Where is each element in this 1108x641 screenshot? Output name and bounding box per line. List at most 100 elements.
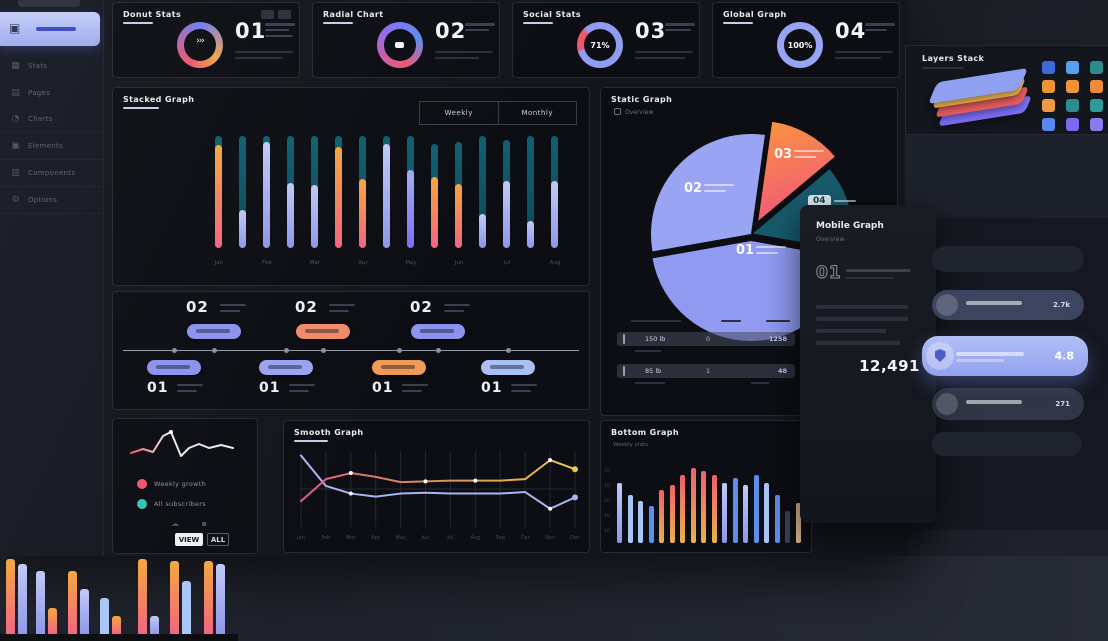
timeline-axis <box>123 350 579 351</box>
icon-grid <box>1042 61 1108 134</box>
timeline-pill[interactable] <box>481 360 535 375</box>
kpi-card-4: Global Graph 100% 04 <box>712 2 900 78</box>
legend-card: Weekly growth All subscribers ☁ ▪ VIEW A… <box>112 418 258 554</box>
chart-subtitle: Weekly stats <box>613 442 649 448</box>
components-icon: ▥ <box>11 168 20 178</box>
mini-bar <box>732 478 738 543</box>
milestone-text-line <box>220 304 246 306</box>
panel-big-value: 12,491 <box>859 357 920 375</box>
kpi-card-3: Social Stats 71% 03 <box>512 2 700 78</box>
timeline-pill[interactable] <box>296 324 350 339</box>
donut-chart <box>377 22 423 68</box>
milestone-text-line <box>220 310 240 312</box>
slider-handle[interactable] <box>623 366 625 376</box>
milestone-text-line <box>444 304 470 306</box>
pill-item[interactable] <box>932 432 1082 456</box>
kpi-number: 02 <box>435 19 467 43</box>
stacked-bar-fill <box>335 147 342 248</box>
grouped-bar <box>36 571 45 634</box>
legend-item: All subscribers <box>137 499 206 509</box>
stacked-bar <box>479 136 486 248</box>
stacked-bar-fill <box>311 185 318 248</box>
pill-item-selected[interactable]: 4.8 <box>922 336 1088 376</box>
x-axis-label: May <box>395 535 406 541</box>
layer-stack-illustration <box>927 67 1042 134</box>
view-all-button-suffix[interactable]: ALL <box>207 533 229 546</box>
pie-slice-02[interactable] <box>651 134 765 252</box>
timeline-milestone-number: 01 <box>372 380 394 396</box>
stacked-bar-fill <box>479 214 486 248</box>
chevrons-icon: ››› <box>196 36 205 46</box>
timeline-pill[interactable] <box>259 360 313 375</box>
x-axis-label: Apr <box>358 260 368 266</box>
sidebar-item-components[interactable]: ▥ Components <box>0 160 104 187</box>
timeline-pill[interactable] <box>411 324 465 339</box>
timeline-pill[interactable] <box>147 360 201 375</box>
mini-bar <box>659 490 664 543</box>
toggle-monthly-button[interactable]: Monthly <box>497 102 577 124</box>
grid-dot-icon <box>1042 99 1055 112</box>
pill-item[interactable]: 271 <box>932 388 1084 420</box>
sidebar-item-charts[interactable]: ◔ Charts <box>0 106 104 133</box>
overview-icon <box>614 108 621 115</box>
slider-row-1[interactable]: 150 lb 0 1258 <box>617 332 795 346</box>
panel-title: Mobile Graph <box>816 221 884 231</box>
chart-subtitle: Overview <box>625 109 654 116</box>
milestone-text-line <box>329 304 355 306</box>
mini-bar <box>722 483 727 543</box>
mini-chip-icon[interactable] <box>278 10 291 19</box>
timeline-dot <box>436 348 441 353</box>
slider-left-value: 150 lb <box>645 335 666 343</box>
pie-slice-03[interactable] <box>758 121 835 221</box>
grouped-bar <box>80 589 89 634</box>
grid-dot-icon <box>1090 99 1103 112</box>
dashboard-icon: ▣ <box>9 21 21 35</box>
options-icon: ⚙ <box>11 195 20 205</box>
mini-chip-icon[interactable] <box>261 10 274 19</box>
milestone-text-line <box>402 384 428 386</box>
pill-item[interactable]: 2.7k <box>932 290 1084 320</box>
sidebar-item-selected[interactable]: ▣ <box>0 12 100 46</box>
pie-label-line <box>756 246 786 248</box>
grid-dot-icon <box>1090 80 1103 93</box>
slider-right-value: 1258 <box>768 335 787 343</box>
slider-handle[interactable] <box>623 334 625 344</box>
donut-chart: 71% <box>577 22 623 68</box>
mini-bars-plot: 50 40 30 20 10 <box>604 455 807 543</box>
timeline-pill[interactable] <box>187 324 241 339</box>
timeline-dot <box>397 348 402 353</box>
pill-value: 271 <box>1055 400 1070 408</box>
user-icon <box>936 393 958 415</box>
title-underline <box>523 22 553 24</box>
timeline-dot <box>172 348 177 353</box>
stacked-bar <box>239 136 246 248</box>
stacked-bar <box>551 136 558 248</box>
sidebar-item-elements[interactable]: ▣ Elements <box>0 133 104 160</box>
timeline-dot <box>506 348 511 353</box>
stacked-bar <box>431 144 438 248</box>
toggle-weekly-button[interactable]: Weekly <box>444 109 473 117</box>
timeline-milestone-number: 02 <box>186 298 209 316</box>
sidebar-item-stats[interactable]: ▦ Stats <box>0 52 104 79</box>
sidebar-item-pages[interactable]: ▤ Pages <box>0 79 104 106</box>
donut-chart: 100% <box>777 22 823 68</box>
timeline-milestone-number: 01 <box>259 380 281 396</box>
stacked-bar-fill <box>359 178 366 248</box>
grouped-bar <box>18 564 27 634</box>
sidebar-item-options[interactable]: ⚙ Options <box>0 187 104 214</box>
mini-bar <box>669 485 675 543</box>
mini-bar <box>743 485 748 543</box>
stacked-bar-fill <box>551 180 558 248</box>
kpi-number: 03 <box>635 19 667 43</box>
slider-row-2[interactable]: 85 lb 1 48 <box>617 364 795 378</box>
x-axis-label: May <box>405 260 417 266</box>
kpi-number: 04 <box>835 19 867 43</box>
timeline-pill[interactable] <box>372 360 426 375</box>
pie-label-line <box>704 190 726 192</box>
stacked-bar-fill <box>455 184 462 248</box>
sidebar-item-label: Options <box>28 196 58 204</box>
stacked-bar-fill <box>527 221 534 248</box>
pill-item[interactable] <box>932 246 1084 272</box>
view-all-button[interactable]: VIEW <box>175 533 203 546</box>
timeline-milestone-number: 01 <box>481 380 503 396</box>
